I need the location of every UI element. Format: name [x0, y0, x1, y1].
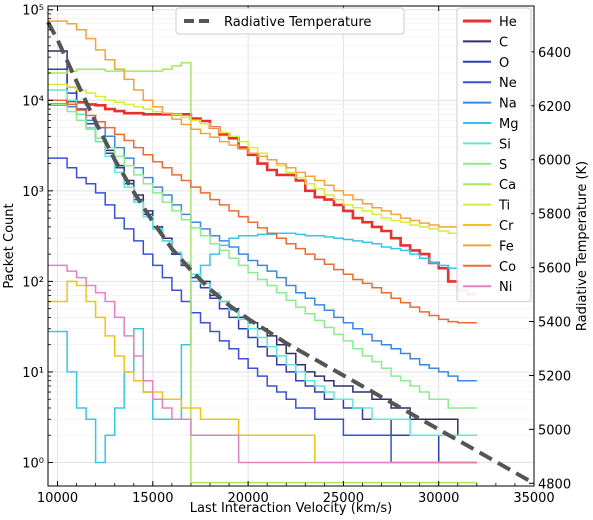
x-tick-label: 30000: [418, 491, 459, 506]
legend-label-c: C: [499, 35, 508, 50]
legend-elements: He CO Ne Na Mg Si S Ca Ti Cr Fe Co Ni: [456, 7, 532, 303]
legend-label-co: Co: [499, 260, 516, 275]
y2-axis-label: Radiative Temperature (K): [575, 161, 590, 331]
series-line-na: [48, 103, 477, 382]
y2-tick-label: 6400: [538, 46, 571, 61]
y2-tick-label: 4800: [538, 477, 571, 492]
x-tick-label: 25000: [323, 491, 364, 506]
legend-label-mg: Mg: [499, 117, 518, 132]
x-tick-label: 35000: [513, 491, 554, 506]
series-line-co: [48, 99, 477, 324]
y2-tick-label: 5000: [538, 423, 571, 438]
series-line-ne: [48, 157, 477, 464]
x-tick-label: 15000: [132, 491, 173, 506]
legend-elements-box: [456, 7, 532, 303]
plot-frame: [47, 5, 535, 487]
series-line-fe: [48, 20, 477, 228]
legend-label-s: S: [499, 158, 507, 173]
legend-label-o: O: [499, 56, 509, 71]
x-tick-label: 20000: [227, 491, 268, 506]
x-axis: 10000 15000 20000 25000 30000 35000: [37, 6, 555, 506]
series-line-mg: [48, 232, 477, 464]
y2-tick-label: 5600: [538, 262, 571, 277]
series-line-s: [48, 103, 477, 409]
grid: [48, 6, 535, 486]
x-axis-label: Last Interaction Velocity (km/s): [190, 501, 393, 516]
y-tick-label: 10¹: [22, 366, 44, 381]
y2-tick-label: 6000: [538, 154, 571, 169]
series-layer: [48, 20, 477, 484]
x-tick-label: 10000: [37, 491, 78, 506]
y-axis-right: 4800 5000 5200 5400 5600 5800 6000 6200 6400: [529, 46, 571, 492]
y-tick-label: 10⁴: [22, 94, 44, 109]
legend-label-fe: Fe: [499, 239, 514, 254]
series-line-he: [48, 99, 477, 296]
y-tick-label: 10³: [22, 185, 44, 200]
legend-label-ti: Ti: [498, 199, 510, 214]
series-line-ni: [48, 264, 477, 464]
series-line-si: [48, 89, 477, 436]
y2-tick-label: 5200: [538, 369, 571, 384]
y2-tick-label: 6200: [538, 100, 571, 115]
y2-tick-label: 5400: [538, 316, 571, 331]
y-tick-label: 10⁵: [22, 4, 44, 19]
y2-tick-label: 5800: [538, 208, 571, 223]
y-axis-label: Packet Count: [2, 203, 17, 288]
legend-temperature: Radiative Temperature: [175, 7, 405, 35]
legend-label-he: He: [499, 15, 517, 30]
legend-label-cr: Cr: [499, 219, 514, 234]
series-line-ca: [48, 61, 477, 484]
temperature-line: [46, 21, 535, 486]
legend-label-ne: Ne: [499, 76, 517, 91]
legend-label-ca: Ca: [499, 178, 516, 193]
legend-label-ni: Ni: [499, 280, 512, 295]
legend-main-box: [175, 7, 405, 35]
legend-label-si: Si: [499, 137, 511, 152]
y-tick-label: 10⁰: [22, 456, 44, 471]
legend-temperature-label: Radiative Temperature: [224, 15, 371, 30]
y-axis-left: 10⁰ 10¹ 10² 10³ 10⁴ 10⁵: [22, 4, 53, 471]
legend-label-na: Na: [499, 97, 517, 112]
temperature-layer: [46, 21, 535, 486]
y-tick-label: 10²: [22, 275, 44, 290]
